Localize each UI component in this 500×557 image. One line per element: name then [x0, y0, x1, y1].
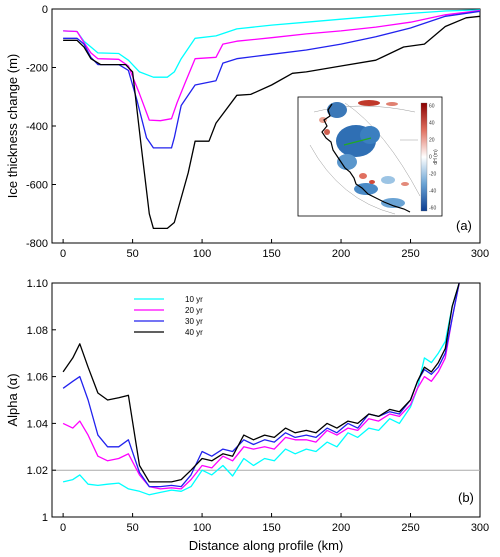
y-tick-label: -800 — [26, 238, 48, 250]
y-tick-label: -600 — [26, 180, 48, 192]
colorbar-tick-label: -40 — [429, 189, 436, 195]
y-tick-label: 1.06 — [27, 372, 48, 384]
x-tick-label: 250 — [401, 248, 419, 260]
legend-label: 10 yr — [185, 295, 203, 304]
inset-coastline — [321, 103, 411, 213]
x-tick-label: 100 — [193, 248, 211, 260]
x-tick-label: 150 — [262, 522, 280, 534]
inset-thickening-zone — [359, 173, 367, 179]
inset-thickening-zone — [319, 117, 327, 123]
panel-a-series — [63, 9, 481, 230]
series-line — [62, 282, 460, 496]
series-line — [63, 10, 481, 149]
y-tick-label: -400 — [26, 121, 48, 133]
inset-thickening-zone — [358, 100, 380, 106]
x-tick-label: 100 — [193, 522, 211, 534]
x-tick-label: 0 — [60, 248, 66, 260]
inset-colorbar-label: dH (m) — [433, 149, 439, 165]
inset-profile-line — [343, 137, 372, 146]
panel-b-legend: 10 yr 20 yr 30 yr 40 yr — [134, 295, 203, 337]
inset-thinning-zone — [381, 198, 405, 208]
colorbar-tick-label: 20 — [429, 138, 435, 144]
series-line — [63, 9, 481, 78]
y-tick-label: 1 — [42, 512, 48, 524]
x-tick-label: 300 — [471, 522, 489, 534]
panel-b-frame — [51, 282, 481, 518]
legend-label: 20 yr — [185, 306, 203, 315]
colorbar-tick-label: 0 — [429, 155, 432, 161]
inset-thinning-zone — [381, 176, 395, 184]
inset-graticule — [309, 144, 396, 215]
panel-b: 0 50 100 150 200 250 30011.021.041.061.081.10 … — [5, 278, 489, 553]
colorbar-tick-label: -60 — [429, 206, 436, 212]
series-line — [63, 15, 481, 230]
panel-b-series — [62, 282, 460, 496]
x-tick-label: 300 — [471, 248, 489, 260]
inset-map: 60 40 20 0 -20 -40 -60 dH (m) — [297, 96, 443, 217]
x-tick-label: 50 — [126, 248, 138, 260]
inset-graticule — [344, 102, 421, 197]
inset-thickening-zone — [386, 102, 398, 106]
inset-thickening-zone — [369, 180, 375, 184]
x-tick-label: 0 — [60, 522, 66, 534]
y-tick-label: -200 — [26, 63, 48, 75]
panel-a-ylabel: Ice thickness change (m) — [5, 54, 20, 199]
panel-a-label: (a) — [456, 218, 472, 233]
inset-frame — [297, 96, 443, 217]
colorbar-tick-label: -20 — [429, 172, 436, 178]
series-line — [63, 9, 481, 122]
y-tick-label: 1.04 — [27, 418, 48, 430]
y-tick-label: 1.08 — [27, 325, 48, 337]
y-tick-label: 1.10 — [27, 278, 48, 290]
panel-b-xlabel: Distance along profile (km) — [189, 538, 344, 553]
series-line — [62, 282, 460, 483]
x-tick-label: 50 — [126, 522, 138, 534]
panel-b-label: (b) — [458, 490, 474, 505]
inset-thinning-zone — [360, 126, 380, 144]
y-tick-label: 1.02 — [27, 465, 48, 477]
x-tick-label: 200 — [332, 248, 350, 260]
x-tick-label: 200 — [332, 522, 350, 534]
inset-thickening-zone — [324, 129, 330, 135]
legend-label: 40 yr — [185, 328, 203, 337]
x-tick-label: 250 — [401, 522, 419, 534]
colorbar-tick-label: 60 — [429, 104, 435, 110]
inset-colorbar-ticks: 60 40 20 0 -20 -40 -60 — [429, 104, 436, 212]
y-tick-label: 0 — [42, 4, 48, 16]
inset-thinning-zone — [337, 154, 357, 170]
x-tick-label: 150 — [262, 248, 280, 260]
legend-label: 30 yr — [185, 317, 203, 326]
panel-b-ylabel: Alpha (α) — [5, 373, 20, 426]
colorbar-tick-label: 40 — [429, 121, 435, 127]
inset-thinning-zone — [327, 102, 347, 118]
inset-colorbar — [420, 102, 428, 212]
panel-b-ticks: 0 50 100 150 200 250 300 1 1.02 1.04 1.06 1.08 1.10 — [27, 278, 490, 534]
inset-graticule — [313, 105, 416, 113]
inset-thickening-zone — [401, 182, 409, 186]
series-line — [62, 282, 460, 490]
